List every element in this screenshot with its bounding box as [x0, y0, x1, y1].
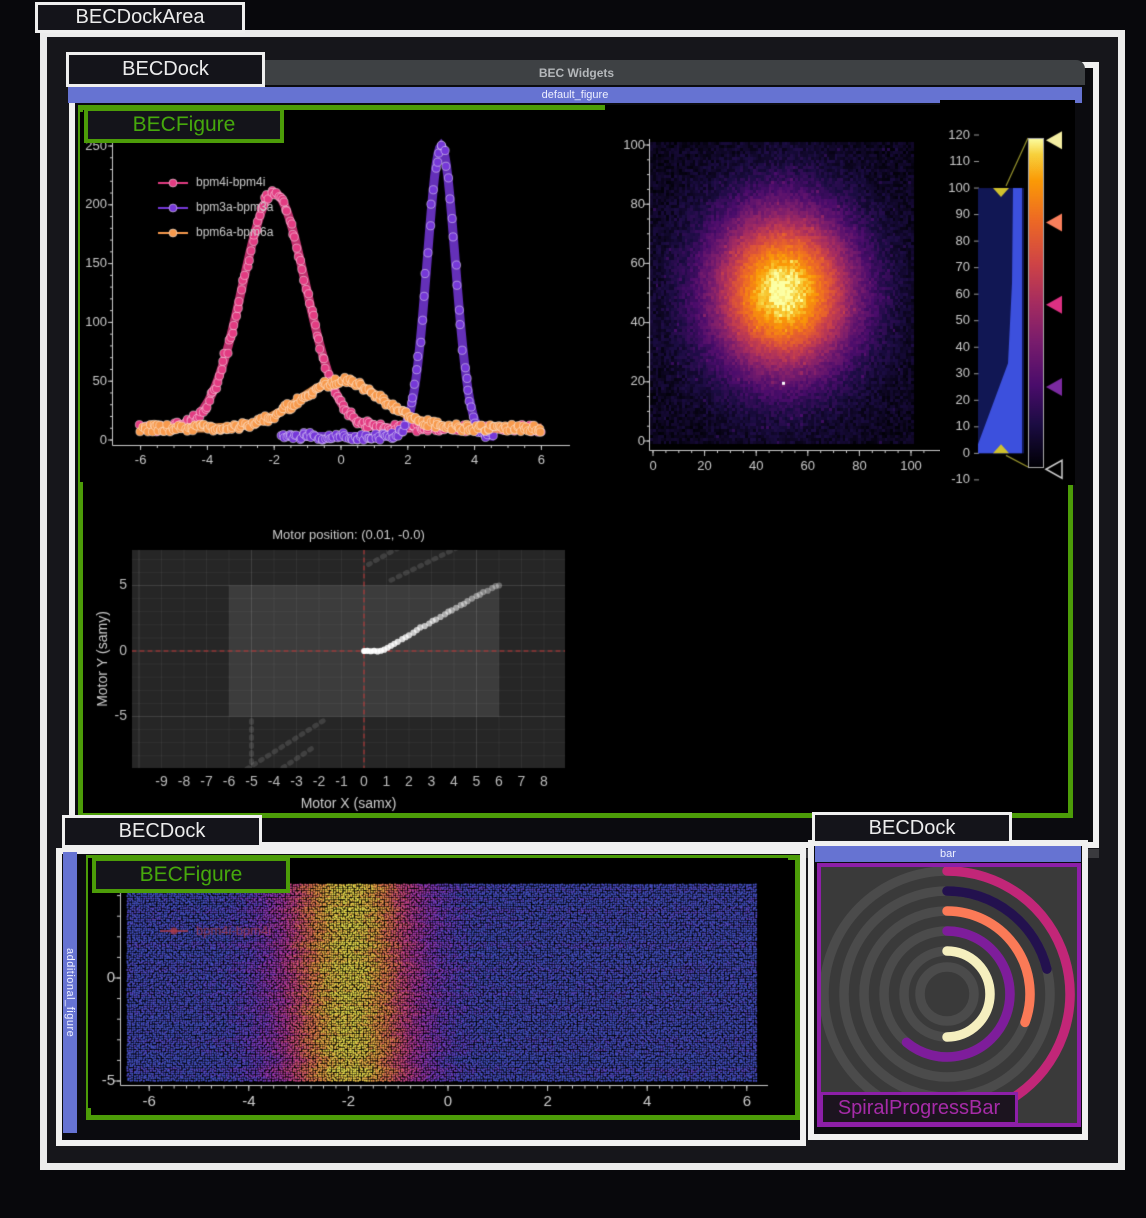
heatmap-plot[interactable]: [605, 105, 975, 480]
default-figure-title-text: default_figure: [541, 89, 609, 101]
spiral-track-ring: [915, 962, 979, 1026]
spiral-progress-arc: [942, 946, 995, 1042]
bar-title-text: bar: [940, 848, 956, 860]
dock-label-top-text: BECDock: [122, 58, 209, 80]
figure-label-bottom-text: BECFigure: [139, 863, 243, 886]
dock-titlebar-bar[interactable]: bar: [815, 846, 1081, 862]
figure-label-bottom: BECFigure: [92, 857, 290, 893]
dock-titlebar-default-figure[interactable]: default_figure: [68, 87, 1082, 103]
additional-figure-title-text: additional_figure: [64, 947, 76, 1038]
spiral-progressbar-label: SpiralProgressBar: [820, 1092, 1018, 1125]
dock-label-bottom-left: BECDock: [62, 815, 262, 848]
dock-label-bottom-right-text: BECDock: [868, 816, 956, 839]
dock-label-bottom-left-text: BECDock: [118, 820, 206, 842]
spiral-progressbar-label-text: SpiralProgressBar: [837, 1097, 1001, 1119]
dock-area-label-text: BECDockArea: [75, 6, 205, 28]
dock-titlebar-additional-figure[interactable]: additional_figure: [63, 852, 77, 1133]
spiral-progress-arc: [942, 906, 1035, 1028]
scan-density-plot[interactable]: [88, 858, 788, 1108]
waveform-plot[interactable]: [80, 112, 585, 482]
colorbar-histogram-lut[interactable]: [940, 100, 1075, 485]
spiral-progress-arc: [942, 886, 1052, 974]
figure-label-main-text: BECFigure: [132, 113, 236, 136]
motor-map-plot[interactable]: [90, 523, 595, 818]
spiral-progress-arc: [942, 867, 1075, 1101]
figure-label-main: BECFigure: [84, 107, 284, 143]
dock-area-label: BECDockArea: [35, 2, 245, 33]
spiral-progress-arc: [901, 926, 1015, 1062]
dock-label-bottom-right: BECDock: [812, 812, 1012, 844]
bec-widgets-title-text: BEC Widgets: [538, 65, 615, 80]
spiral-progressbar-rings: [821, 867, 1075, 1122]
dock-label-top: BECDock: [66, 52, 265, 87]
